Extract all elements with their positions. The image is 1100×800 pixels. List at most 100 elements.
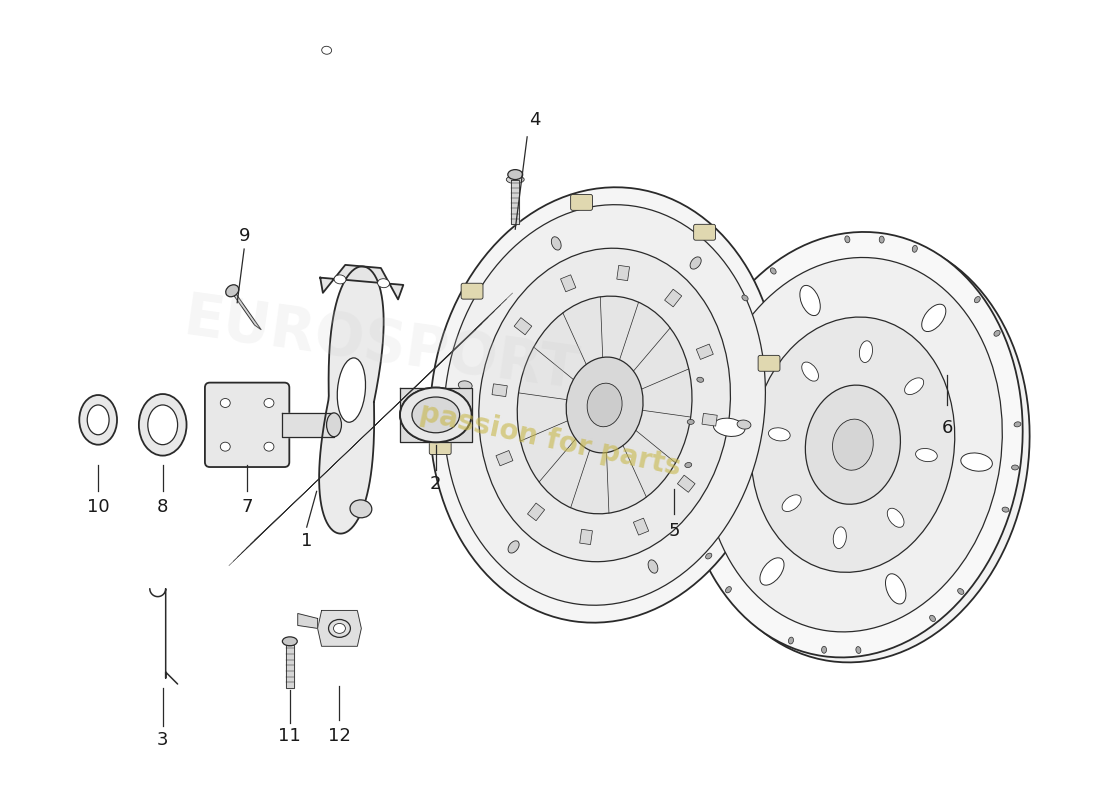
Ellipse shape	[508, 541, 519, 553]
Ellipse shape	[879, 236, 884, 243]
Ellipse shape	[327, 413, 341, 437]
Ellipse shape	[430, 187, 780, 622]
Text: 8: 8	[157, 498, 168, 516]
Ellipse shape	[139, 394, 187, 456]
Ellipse shape	[147, 405, 177, 445]
Text: 6: 6	[942, 419, 953, 437]
FancyBboxPatch shape	[205, 382, 289, 467]
Ellipse shape	[714, 418, 745, 437]
Ellipse shape	[377, 278, 389, 288]
Ellipse shape	[859, 341, 872, 362]
Ellipse shape	[690, 237, 1030, 662]
Ellipse shape	[696, 378, 704, 382]
Bar	[664, 290, 682, 307]
Ellipse shape	[688, 419, 694, 424]
Ellipse shape	[87, 405, 109, 434]
Ellipse shape	[770, 268, 777, 274]
Text: EUROSPORT: EUROSPORT	[180, 290, 583, 402]
Ellipse shape	[264, 398, 274, 407]
Ellipse shape	[506, 175, 525, 183]
Ellipse shape	[412, 397, 460, 433]
Text: passion for parts: passion for parts	[417, 398, 683, 481]
Ellipse shape	[220, 442, 230, 451]
Ellipse shape	[690, 257, 701, 269]
Ellipse shape	[648, 560, 658, 573]
Ellipse shape	[805, 385, 901, 504]
Ellipse shape	[400, 387, 472, 442]
Text: 12: 12	[328, 726, 351, 745]
Bar	[702, 414, 717, 426]
Ellipse shape	[334, 275, 346, 284]
Ellipse shape	[551, 237, 561, 250]
Ellipse shape	[1014, 422, 1021, 427]
Ellipse shape	[79, 395, 117, 445]
Ellipse shape	[960, 453, 992, 471]
Ellipse shape	[508, 170, 522, 179]
FancyBboxPatch shape	[694, 224, 715, 240]
Ellipse shape	[283, 637, 297, 646]
Ellipse shape	[566, 357, 644, 453]
Bar	[492, 384, 507, 397]
Text: 1: 1	[301, 532, 312, 550]
Ellipse shape	[922, 304, 946, 331]
Ellipse shape	[833, 527, 846, 549]
Bar	[617, 266, 629, 281]
Ellipse shape	[845, 236, 850, 242]
Bar	[634, 518, 649, 535]
Ellipse shape	[789, 637, 793, 644]
Ellipse shape	[760, 558, 784, 585]
Ellipse shape	[975, 297, 980, 302]
Bar	[514, 318, 531, 334]
Ellipse shape	[412, 397, 460, 433]
Ellipse shape	[264, 442, 274, 451]
Ellipse shape	[350, 500, 372, 518]
Ellipse shape	[751, 317, 955, 572]
Ellipse shape	[856, 646, 861, 654]
Bar	[528, 503, 544, 521]
Ellipse shape	[800, 286, 821, 316]
Text: 5: 5	[669, 522, 680, 540]
Ellipse shape	[769, 428, 790, 441]
Ellipse shape	[782, 495, 801, 511]
Ellipse shape	[517, 296, 692, 514]
Ellipse shape	[886, 574, 906, 604]
Ellipse shape	[705, 553, 712, 559]
Ellipse shape	[888, 508, 904, 527]
Ellipse shape	[459, 381, 472, 390]
Ellipse shape	[994, 330, 1000, 336]
Text: 9: 9	[239, 227, 250, 245]
Polygon shape	[283, 413, 334, 437]
FancyBboxPatch shape	[461, 283, 483, 299]
Ellipse shape	[833, 419, 873, 470]
Polygon shape	[229, 289, 261, 330]
Ellipse shape	[587, 383, 623, 426]
Ellipse shape	[338, 358, 365, 422]
Polygon shape	[320, 265, 404, 299]
Ellipse shape	[685, 462, 692, 467]
Text: 2: 2	[430, 475, 441, 494]
Bar	[496, 450, 513, 466]
Polygon shape	[319, 266, 384, 534]
Ellipse shape	[400, 387, 472, 442]
Ellipse shape	[220, 398, 230, 407]
Bar	[561, 275, 576, 292]
FancyBboxPatch shape	[429, 438, 451, 454]
Ellipse shape	[904, 378, 924, 394]
Ellipse shape	[1012, 465, 1019, 470]
Ellipse shape	[226, 285, 239, 297]
Text: 3: 3	[157, 730, 168, 749]
Ellipse shape	[737, 420, 751, 429]
Ellipse shape	[424, 406, 448, 424]
Ellipse shape	[930, 615, 935, 622]
Bar	[696, 344, 713, 359]
Ellipse shape	[443, 205, 766, 606]
Ellipse shape	[1002, 507, 1009, 512]
Polygon shape	[318, 610, 361, 646]
FancyBboxPatch shape	[758, 355, 780, 371]
Bar	[678, 475, 695, 492]
Ellipse shape	[912, 246, 917, 252]
Text: 10: 10	[87, 498, 110, 516]
Text: 4: 4	[529, 111, 541, 129]
Ellipse shape	[321, 46, 331, 54]
Polygon shape	[512, 179, 519, 224]
